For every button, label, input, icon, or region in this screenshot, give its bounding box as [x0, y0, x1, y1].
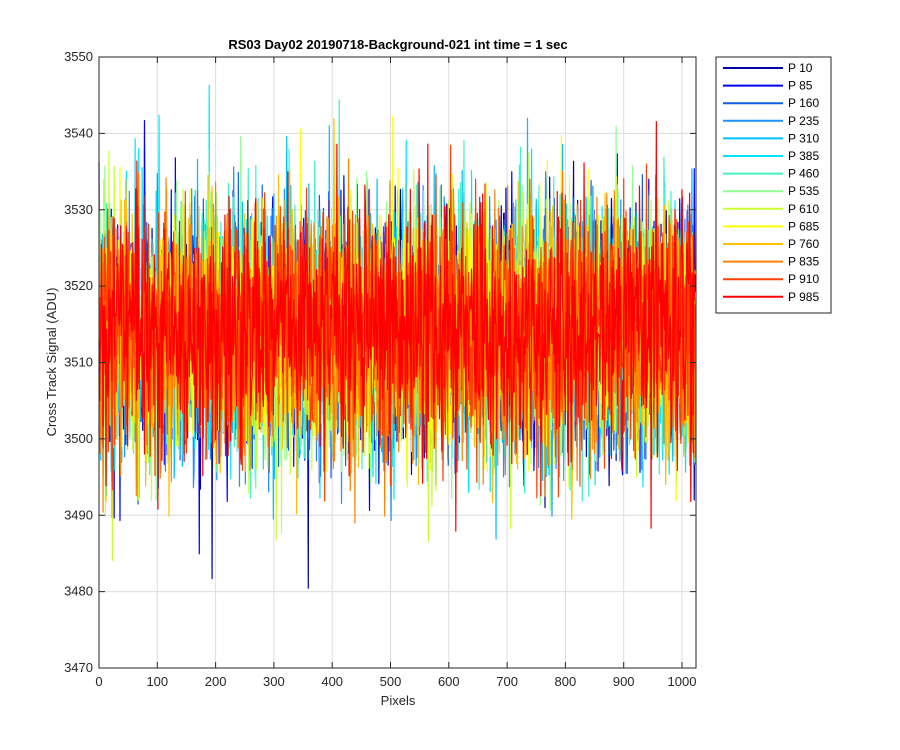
- legend-item-label: P 460: [788, 167, 819, 181]
- x-tick-label: 800: [555, 674, 577, 689]
- x-tick-label: 100: [146, 674, 168, 689]
- legend-item-label: P 310: [788, 131, 819, 145]
- legend-item-label: P 385: [788, 149, 819, 163]
- legend-item-label: P 910: [788, 272, 819, 286]
- y-axis-label: Cross Track Signal (ADU): [44, 288, 59, 437]
- y-tick-label: 3470: [64, 660, 93, 675]
- x-tick-label: 300: [263, 674, 285, 689]
- legend-item-label: P 85: [788, 79, 813, 93]
- axis-ticks: 0 100 200 300 400 500 600 700 800 900 1000 3470 3480…: [64, 49, 696, 689]
- x-tick-label: 0: [95, 674, 102, 689]
- x-tick-label: 200: [205, 674, 227, 689]
- y-tick-label: 3480: [64, 584, 93, 599]
- y-tick-label: 3540: [64, 125, 93, 140]
- y-tick-label: 3550: [64, 49, 93, 64]
- series-line-p-985: [98, 121, 697, 532]
- legend-item-label: P 235: [788, 114, 819, 128]
- x-tick-label: 900: [613, 674, 635, 689]
- x-tick-label: 700: [496, 674, 518, 689]
- chart-title: RS03 Day02 20190718-Background-021 int t…: [228, 37, 567, 52]
- legend-item-label: P 535: [788, 184, 819, 198]
- legend-item-label: P 760: [788, 237, 819, 251]
- y-tick-label: 3510: [64, 355, 93, 370]
- legend-item-label: P 985: [788, 290, 819, 304]
- x-tick-label: 500: [380, 674, 402, 689]
- legend[interactable]: P 10 P 85 P 160 P 235 P 310 P 385 P 460 P 535 P …: [715, 56, 832, 314]
- legend-item-label: P 835: [788, 255, 819, 269]
- legend-item-label: P 160: [788, 96, 819, 110]
- y-tick-label: 3520: [64, 278, 93, 293]
- legend-item-label: P 610: [788, 202, 819, 216]
- y-tick-label: 3530: [64, 202, 93, 217]
- legend-box: [715, 56, 832, 314]
- series-lines: [98, 84, 697, 589]
- y-tick-label: 3500: [64, 431, 93, 446]
- legend-item-label: P 685: [788, 219, 819, 233]
- legend-item-label: P 10: [788, 61, 813, 75]
- x-tick-label: 400: [321, 674, 343, 689]
- y-tick-label: 3490: [64, 507, 93, 522]
- x-tick-label: 1000: [668, 674, 697, 689]
- x-tick-label: 600: [438, 674, 460, 689]
- x-axis-label: Pixels: [381, 693, 416, 708]
